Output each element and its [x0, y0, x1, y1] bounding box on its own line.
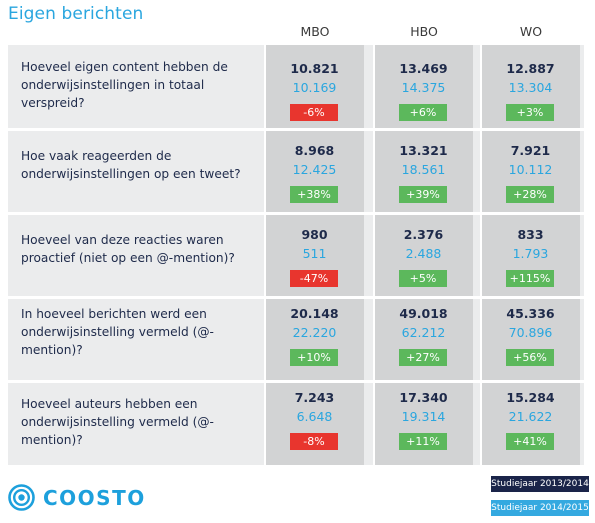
- row-question: Hoeveel van deze reacties waren proactie…: [21, 233, 235, 265]
- cell-mbo: 20.148 22.220 +10%: [265, 299, 364, 379]
- value-2014-2015: 12.425: [292, 162, 337, 177]
- value-2013-2014: 13.321: [399, 143, 448, 158]
- value-2013-2014: 980: [301, 227, 328, 242]
- change-badge: +3%: [506, 104, 554, 121]
- table-row: In hoeveel berichten werd een onderwijsi…: [8, 299, 584, 379]
- value-2013-2014: 7.921: [510, 143, 551, 158]
- coosto-logo: COOSTO: [8, 484, 146, 511]
- row-divider: [8, 296, 584, 299]
- cell-wo: 45.336 70.896 +56%: [481, 299, 580, 379]
- change-badge: -47%: [290, 270, 338, 287]
- value-2013-2014: 49.018: [399, 306, 448, 321]
- cell-hbo: 2.376 2.488 +5%: [374, 215, 473, 295]
- row-divider: [8, 212, 584, 215]
- brand-name: COOSTO: [43, 485, 146, 510]
- value-2013-2014: 15.284: [506, 390, 555, 405]
- change-badge: +6%: [399, 104, 447, 121]
- change-badge: +11%: [399, 433, 447, 450]
- cell-mbo: 8.968 12.425 +38%: [265, 131, 364, 211]
- cell-mbo: 7.243 6.648 -8%: [265, 383, 364, 463]
- value-2014-2015: 1.793: [512, 246, 549, 261]
- value-2014-2015: 6.648: [296, 409, 333, 424]
- change-badge: +5%: [399, 270, 447, 287]
- cell-mbo: 10.821 10.169 -6%: [265, 45, 364, 125]
- value-2013-2014: 45.336: [506, 306, 555, 321]
- row-divider: [8, 128, 584, 131]
- value-2014-2015: 62.212: [401, 325, 446, 340]
- cell-wo: 7.921 10.112 +28%: [481, 131, 580, 211]
- value-2014-2015: 18.561: [401, 162, 446, 177]
- table-row: Hoeveel van deze reacties waren proactie…: [8, 215, 584, 295]
- change-badge: +28%: [506, 186, 554, 203]
- cell-mbo: 980 511 -47%: [265, 215, 364, 295]
- column-divider: [264, 45, 266, 465]
- cell-hbo: 13.321 18.561 +39%: [374, 131, 473, 211]
- change-badge: +27%: [399, 349, 447, 366]
- legend-year-2014-2015: Studiejaar 2014/2015: [491, 500, 589, 516]
- table-row: Hoeveel auteurs hebben een onderwijsinst…: [8, 383, 584, 463]
- value-2014-2015: 22.220: [292, 325, 337, 340]
- row-question: Hoe vaak reageerden de onderwijsinstelli…: [21, 149, 241, 181]
- column-header-mbo: MBO: [300, 24, 330, 39]
- change-badge: -8%: [290, 433, 338, 450]
- legend-year-2013-2014: Studiejaar 2013/2014: [491, 476, 589, 492]
- table-row: Hoe vaak reageerden de onderwijsinstelli…: [8, 131, 584, 211]
- value-2014-2015: 10.169: [292, 80, 337, 95]
- row-question: In hoeveel berichten werd een onderwijsi…: [21, 307, 214, 357]
- page-title: Eigen berichten: [8, 4, 144, 24]
- value-2013-2014: 7.243: [294, 390, 335, 405]
- value-2014-2015: 13.304: [508, 80, 553, 95]
- change-badge: +41%: [506, 433, 554, 450]
- value-2013-2014: 12.887: [506, 61, 555, 76]
- value-2013-2014: 2.376: [403, 227, 444, 242]
- row-question: Hoeveel eigen content hebben de onderwij…: [21, 60, 228, 110]
- value-2014-2015: 19.314: [401, 409, 446, 424]
- change-badge: +10%: [290, 349, 338, 366]
- change-badge: +56%: [506, 349, 554, 366]
- cell-wo: 15.284 21.622 +41%: [481, 383, 580, 463]
- value-2014-2015: 14.375: [401, 80, 446, 95]
- cell-hbo: 13.469 14.375 +6%: [374, 45, 473, 125]
- change-badge: +38%: [290, 186, 338, 203]
- row-divider: [8, 380, 584, 383]
- table-row: Hoeveel eigen content hebben de onderwij…: [8, 45, 584, 125]
- cell-hbo: 49.018 62.212 +27%: [374, 299, 473, 379]
- coosto-logo-icon: [8, 484, 35, 511]
- value-2014-2015: 70.896: [508, 325, 553, 340]
- value-2014-2015: 511: [302, 246, 327, 261]
- comparison-table: Hoeveel eigen content hebben de onderwij…: [8, 45, 584, 465]
- cell-hbo: 17.340 19.314 +11%: [374, 383, 473, 463]
- value-2013-2014: 20.148: [290, 306, 339, 321]
- column-header-wo: WO: [519, 24, 543, 39]
- change-badge: +115%: [506, 270, 554, 287]
- change-badge: +39%: [399, 186, 447, 203]
- row-question: Hoeveel auteurs hebben een onderwijsinst…: [21, 397, 214, 447]
- column-divider: [373, 45, 375, 465]
- change-badge: -6%: [290, 104, 338, 121]
- cell-wo: 12.887 13.304 +3%: [481, 45, 580, 125]
- value-2013-2014: 833: [517, 227, 544, 242]
- value-2013-2014: 17.340: [399, 390, 448, 405]
- value-2013-2014: 13.469: [399, 61, 448, 76]
- column-header-hbo: HBO: [410, 24, 438, 39]
- value-2014-2015: 10.112: [508, 162, 553, 177]
- value-2013-2014: 8.968: [294, 143, 335, 158]
- cell-wo: 833 1.793 +115%: [481, 215, 580, 295]
- column-divider: [480, 45, 482, 465]
- value-2014-2015: 2.488: [405, 246, 442, 261]
- value-2013-2014: 10.821: [290, 61, 339, 76]
- value-2014-2015: 21.622: [508, 409, 553, 424]
